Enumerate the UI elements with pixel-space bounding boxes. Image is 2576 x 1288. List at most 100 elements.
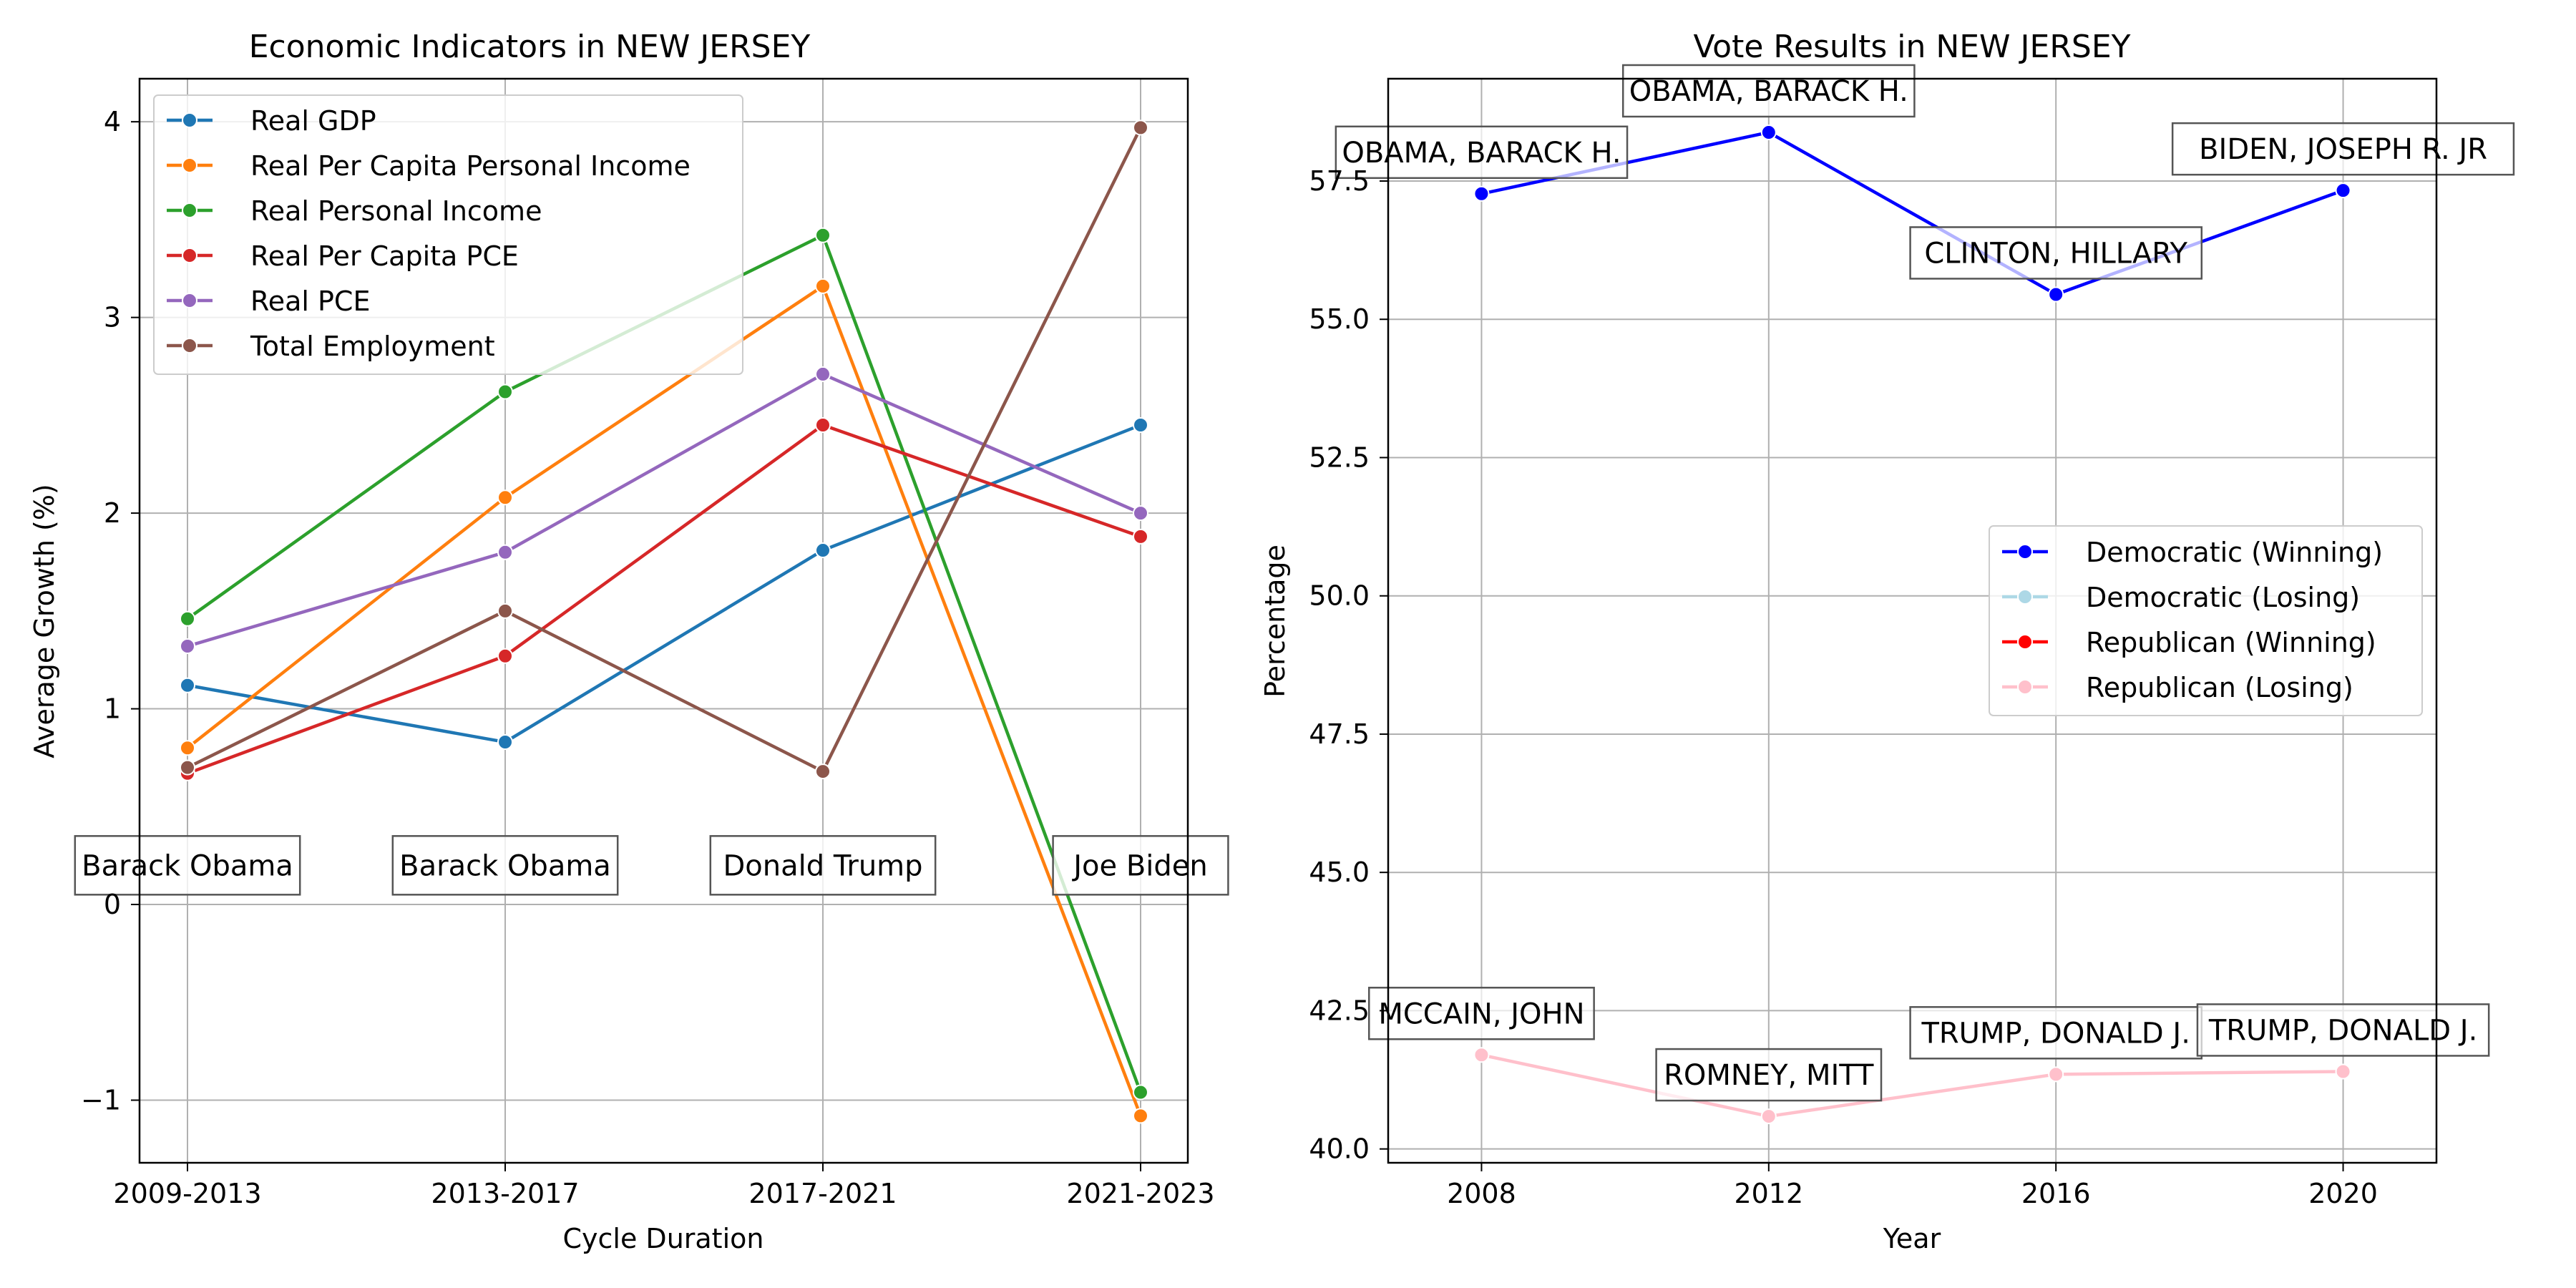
data-point-real-personal-income (1133, 1084, 1148, 1101)
legend-swatch-marker (182, 203, 197, 218)
x-axis-label: Year (1883, 1223, 1941, 1254)
chart-title: Economic Indicators in NEW JERSEY (249, 29, 811, 65)
x-tick-label: 2016 (2021, 1178, 2091, 1209)
candidate-label-box (1335, 125, 1629, 180)
data-point-real-gdp (180, 677, 195, 693)
x-tick-label: 2020 (2308, 1178, 2378, 1209)
data-point-real-pce (815, 366, 831, 382)
candidate-label: CLINTON, HILLARY (1924, 237, 2187, 270)
legend-swatch-marker (2017, 634, 2033, 650)
candidate-label-box (1909, 226, 2203, 280)
data-point-real-gdp (1133, 417, 1148, 434)
data-point-total-employment (1133, 119, 1148, 136)
y-tick-label: 1 (104, 693, 121, 725)
y-tick-label: 3 (104, 302, 121, 333)
legend-entry: Real GDP (250, 105, 376, 137)
data-point-real-per-capita-pce (497, 648, 513, 664)
y-tick-label: 45.0 (1309, 857, 1370, 888)
annotations: Barack Obama Barack Obama Donald Trump Joe … (74, 835, 1229, 896)
data-point-republican-losing (2048, 1066, 2064, 1083)
legend: Democratic (Winning) Democratic (Losing) R… (1989, 525, 2423, 716)
legend-entry: Republican (Losing) (2086, 672, 2353, 703)
legend-entry: Republican (Winning) (2086, 627, 2376, 658)
data-point-real-per-capita-personal-income (1133, 1108, 1148, 1124)
annotations: OBAMA, BARACK H.OBAMA, BARACK H. CLINTON,… (1335, 64, 2515, 1102)
series-line-real-per-capita-personal-income (186, 284, 1143, 1117)
data-point-democratic-winning (2048, 286, 2064, 303)
series-line-real-per-capita-pce (187, 423, 1141, 775)
x-tick-label: 2017-2021 (748, 1178, 897, 1209)
candidate-label: ROMNEY, MITT (1664, 1059, 1874, 1092)
series-line-real-gdp (187, 423, 1141, 744)
data-point-real-gdp (815, 542, 831, 559)
legend-swatch-marker (182, 248, 197, 263)
legend-swatch-marker (182, 112, 197, 128)
y-tick-label: 40.0 (1309, 1133, 1370, 1165)
data-point-real-pce (497, 544, 513, 560)
data-point-real-pce (180, 638, 195, 655)
x-tick-label: 2012 (1734, 1178, 1803, 1209)
legend: Real GDP Real Per Capita Personal Income R… (153, 94, 743, 375)
y-tick-label: 4 (104, 106, 121, 137)
data-point-republican-losing (1473, 1047, 1490, 1063)
legend-box (1989, 525, 2423, 716)
candidate-label-box (2171, 122, 2515, 176)
y-tick-label: 2 (104, 497, 121, 529)
candidate-label: OBAMA, BARACK H. (1629, 75, 1908, 108)
data-point-real-per-capita-personal-income (815, 278, 831, 294)
series-line-total-employment (187, 127, 1143, 774)
candidate-label-box (2196, 1003, 2490, 1057)
legend-box (153, 94, 743, 375)
data-point-republican-losing (1760, 1108, 1777, 1125)
legend-entry: Total Employment (250, 331, 495, 362)
data-point-real-personal-income (180, 610, 195, 627)
president-label-box (391, 835, 619, 896)
y-tick-label: 52.5 (1309, 441, 1370, 473)
y-axis-label: Percentage (1259, 545, 1291, 698)
president-label: Donald Trump (723, 849, 922, 882)
y-axis-label: Average Growth (%) (29, 484, 60, 758)
data-point-real-gdp (497, 734, 513, 751)
data-point-real-per-capita-personal-income (497, 489, 513, 506)
legend-entry: Democratic (Winning) (2086, 537, 2383, 568)
data-point-democratic-winning (1760, 124, 1777, 140)
legend-swatch-marker (182, 157, 197, 173)
y-tick-label: 47.5 (1309, 718, 1370, 750)
candidate-label-box (1621, 64, 1916, 118)
y-ticks: 40.0 42.5 45.0 47.5 50.0 52.5 55.0 57.5 (1309, 165, 1388, 1165)
candidate-label-box (1655, 1048, 1883, 1102)
series-line-republican-losing (1480, 1053, 2343, 1118)
candidate-label: TRUMP, DONALD J. (1921, 1017, 2190, 1050)
president-label: Barack Obama (399, 849, 611, 882)
legend-entry: Real PCE (250, 286, 370, 317)
data-point-real-personal-income (815, 227, 831, 243)
data-point-republican-losing (2335, 1063, 2351, 1080)
legend-swatch-marker (182, 293, 197, 308)
data-point-real-per-capita-pce (815, 417, 831, 434)
y-tick-label: 0 (104, 889, 121, 920)
data-point-real-per-capita-pce (1133, 528, 1148, 545)
data-point-democratic-winning (2335, 182, 2351, 199)
president-label: Barack Obama (82, 849, 293, 882)
data-point-total-employment (815, 763, 831, 780)
plot-frame (138, 77, 1189, 1164)
x-tick-label: 2021-2023 (1066, 1178, 1214, 1209)
y-tick-label: 42.5 (1309, 995, 1370, 1026)
data-point-real-pce (1133, 505, 1148, 522)
y-ticks: −1 0 1 2 3 4 (81, 106, 140, 1116)
x-ticks: 2009-2013 2013-2017 2017-2021 2021-2023 (113, 1163, 1215, 1209)
candidate-label: OBAMA, BARACK H. (1342, 137, 1621, 170)
economic-indicators-chart: Economic Indicators in NEW JERSEY Barack… (29, 29, 1229, 1254)
candidate-label: TRUMP, DONALD J. (2208, 1014, 2477, 1047)
legend-swatch-marker (182, 338, 197, 353)
data-point-real-per-capita-personal-income (180, 740, 195, 756)
x-ticks: 2008 2012 2016 2020 (1447, 1163, 2378, 1209)
x-tick-label: 2013-2017 (431, 1178, 579, 1209)
data-point-total-employment (180, 759, 195, 776)
data-point-democratic-winning (1473, 185, 1490, 202)
x-tick-label: 2008 (1447, 1178, 1516, 1209)
candidate-label: MCCAIN, JOHN (1378, 997, 1584, 1030)
legend-swatch-marker (2017, 589, 2033, 605)
legend-entry: Democratic (Losing) (2086, 582, 2360, 613)
